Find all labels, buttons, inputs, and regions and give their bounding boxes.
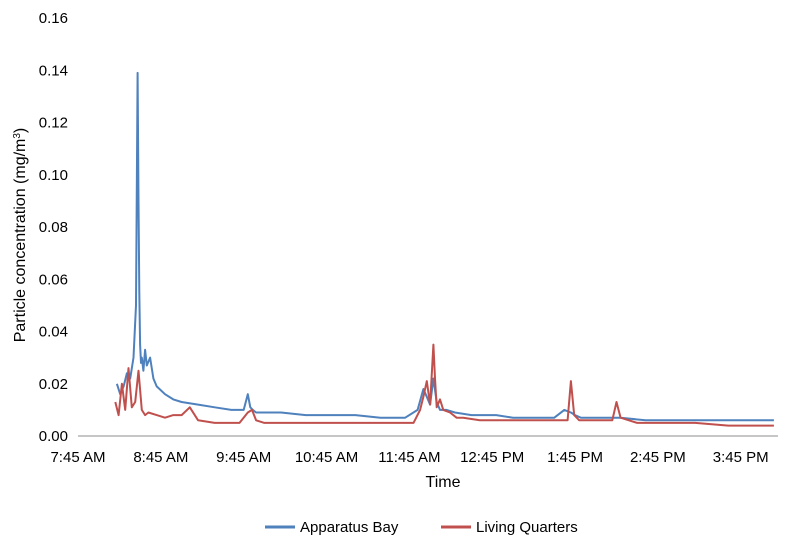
- y-axis-title-main: Particle concentration (mg/m: [12, 139, 29, 343]
- legend-label-apparatus-bay: Apparatus Bay: [300, 519, 399, 536]
- y-tick-label: 0.10: [39, 167, 68, 184]
- x-tick-label: 3:45 PM: [713, 449, 769, 466]
- legend: Apparatus Bay Living Quarters: [265, 519, 578, 536]
- y-axis-title: Particle concentration (mg/m3): [12, 128, 30, 343]
- x-axis-ticks: 7:45 AM 8:45 AM 9:45 AM 10:45 AM 11:45 AM 12:…: [50, 449, 768, 466]
- y-axis-title-close: ): [12, 128, 29, 133]
- series-line-living-quarters: [114, 343, 774, 427]
- y-tick-label: 0.16: [39, 10, 68, 27]
- x-tick-label: 10:45 AM: [295, 449, 358, 466]
- x-tick-label: 12:45 PM: [460, 449, 524, 466]
- y-axis-title-superscript: 3: [12, 133, 23, 139]
- x-axis-title: Time: [426, 474, 461, 491]
- x-tick-label: 1:45 PM: [547, 449, 603, 466]
- x-tick-label: 8:45 AM: [133, 449, 188, 466]
- x-tick-label: 7:45 AM: [50, 449, 105, 466]
- y-tick-label: 0.06: [39, 271, 68, 288]
- y-tick-label: 0.02: [39, 376, 68, 393]
- series-lines: [114, 71, 774, 427]
- x-tick-label: 2:45 PM: [630, 449, 686, 466]
- y-tick-label: 0.14: [39, 62, 68, 79]
- y-tick-label: 0.12: [39, 115, 68, 132]
- y-tick-label: 0.08: [39, 219, 68, 236]
- legend-label-living-quarters: Living Quarters: [476, 519, 578, 536]
- y-tick-label: 0.00: [39, 428, 68, 445]
- series-line-apparatus-bay: [115, 71, 774, 422]
- y-axis-ticks: 0.00 0.02 0.04 0.06 0.08 0.10 0.12 0.14 0.16: [39, 10, 68, 445]
- x-tick-label: 11:45 AM: [378, 449, 440, 466]
- y-tick-label: 0.04: [39, 324, 68, 341]
- x-tick-label: 9:45 AM: [216, 449, 271, 466]
